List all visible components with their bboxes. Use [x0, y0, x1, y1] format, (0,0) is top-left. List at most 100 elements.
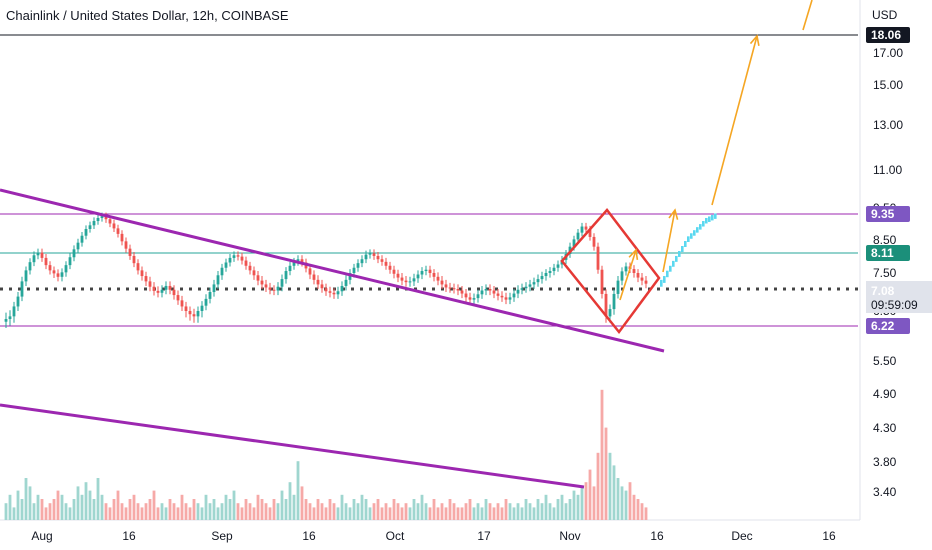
candle-body	[224, 262, 228, 268]
candle-body	[396, 273, 400, 278]
volume-bar	[444, 507, 448, 520]
volume-bar	[432, 499, 436, 520]
projection-block	[690, 233, 693, 239]
projection-block	[660, 279, 663, 287]
candle-body	[496, 293, 500, 296]
candle-body	[164, 285, 168, 290]
volume-bar	[504, 499, 508, 520]
volume-bar	[48, 503, 52, 520]
volume-bar	[280, 490, 284, 520]
volume-bar	[496, 503, 500, 520]
candle-body	[288, 265, 292, 272]
price-badge-top: 18.06	[871, 28, 901, 42]
volume-bar	[484, 499, 488, 520]
volume-bar	[548, 503, 552, 520]
countdown-label: 09:59:09	[871, 298, 918, 312]
volume-bar	[4, 503, 8, 520]
candle-body	[348, 273, 352, 280]
volume-bar	[196, 503, 200, 520]
candle-body	[500, 295, 504, 298]
candle-body	[308, 268, 312, 275]
volume-bar	[188, 507, 192, 520]
volume-bar	[92, 499, 96, 520]
volume-bar	[408, 507, 412, 520]
volume-bar	[556, 499, 560, 520]
price-badge-resistance-bg	[866, 206, 910, 222]
candle-body	[604, 293, 608, 317]
candle-body	[488, 289, 492, 291]
candle-body	[424, 269, 428, 272]
candle-body	[16, 296, 20, 307]
volume-bar	[244, 499, 248, 520]
candle-body	[240, 256, 244, 261]
volume-bar	[616, 478, 620, 520]
volume-bar	[252, 507, 256, 520]
volume-bar	[460, 507, 464, 520]
volume-bar	[636, 499, 640, 520]
volume-bar	[564, 503, 568, 520]
volume-bar	[392, 499, 396, 520]
volume-bar	[488, 503, 492, 520]
candle-body	[88, 225, 92, 229]
candle-body	[336, 291, 340, 295]
candle-body	[524, 286, 528, 289]
candle-body	[236, 255, 240, 257]
volume-bar	[96, 478, 100, 520]
candle-body	[296, 259, 300, 262]
projection-block	[678, 251, 681, 257]
candle-body	[556, 264, 560, 268]
projection-block	[687, 236, 690, 242]
candle-body	[112, 223, 116, 229]
candle-body	[260, 280, 264, 285]
candle-body	[264, 284, 268, 288]
current-price-label: 7.08	[871, 284, 895, 298]
candle-body	[252, 270, 256, 276]
y-tick-label: 7.50	[873, 266, 897, 280]
volume-bar	[348, 507, 352, 520]
volume-bar	[580, 486, 584, 520]
candle-body	[456, 289, 460, 291]
volume-bar	[288, 482, 292, 520]
volume-bar	[112, 499, 116, 520]
volume-bar	[328, 499, 332, 520]
candle-body	[588, 229, 592, 237]
volume-bar	[168, 499, 172, 520]
candle-body	[324, 288, 328, 292]
volume-bar	[180, 494, 184, 520]
candle-body	[384, 261, 388, 266]
candle-body	[20, 281, 24, 297]
candle-body	[104, 216, 108, 220]
volume-bar	[380, 507, 384, 520]
volume-bar	[424, 503, 428, 520]
projection-arrow-2-head	[668, 208, 679, 220]
volume-bar	[532, 507, 536, 520]
volume-bar	[500, 507, 504, 520]
candle-body	[580, 226, 584, 233]
candle-body	[444, 284, 448, 288]
candle-body	[156, 290, 160, 293]
volume-bar	[476, 503, 480, 520]
volume-bar	[16, 490, 20, 520]
volume-bar	[104, 503, 108, 520]
candle-body	[28, 262, 32, 271]
candle-body	[8, 316, 12, 320]
volume-bar	[420, 494, 424, 520]
volume-bar	[560, 494, 564, 520]
candle-body	[176, 295, 180, 301]
volume-bar	[628, 482, 632, 520]
candle-body	[232, 255, 236, 258]
volume-bar	[304, 499, 308, 520]
volume-bar	[644, 507, 648, 520]
candle-body	[552, 267, 556, 272]
volume-bar	[88, 490, 92, 520]
candle-body	[12, 306, 16, 317]
projection-block	[714, 213, 717, 219]
volume-bar	[272, 499, 276, 520]
candle-body	[620, 271, 624, 281]
descending-trendline	[0, 188, 665, 353]
projection-arrow-4	[802, 0, 813, 31]
candle-body	[128, 248, 132, 256]
candle-body	[352, 267, 356, 273]
candle-body	[572, 239, 576, 247]
